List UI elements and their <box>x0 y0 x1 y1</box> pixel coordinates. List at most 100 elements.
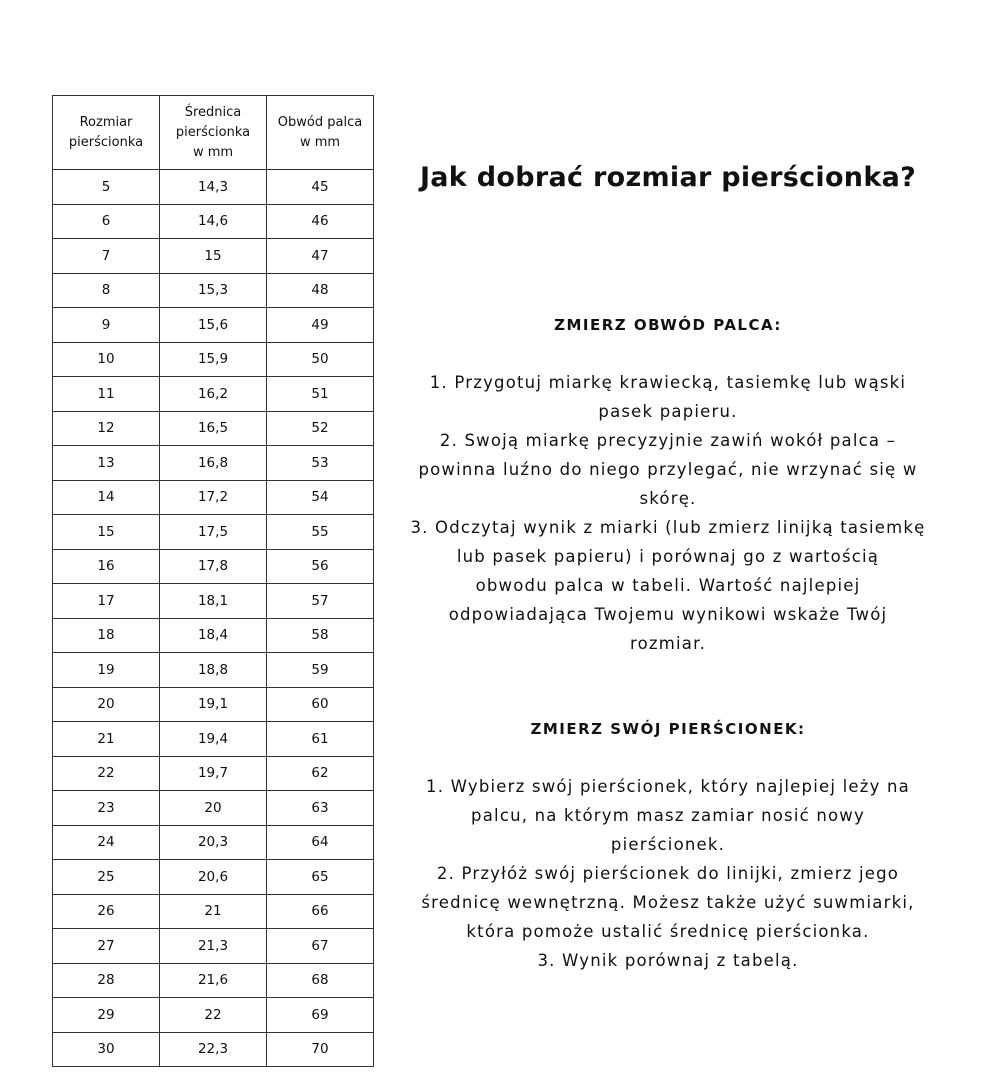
cell-size: 9 <box>52 307 160 343</box>
cell-circumference: 62 <box>266 755 374 791</box>
table-row: 19 18,8 59 <box>52 652 374 688</box>
header-diameter: Średnica pierścionka w mm <box>159 95 267 170</box>
cell-diameter: 19,1 <box>159 686 267 722</box>
table-row: 17 18,1 57 <box>52 583 374 619</box>
table-row: 22 19,7 62 <box>52 755 374 791</box>
cell-circumference: 53 <box>266 445 374 481</box>
cell-diameter: 20,6 <box>159 859 267 895</box>
table-row: 16 17,8 56 <box>52 548 374 584</box>
cell-diameter: 19,7 <box>159 755 267 791</box>
cell-circumference: 65 <box>266 859 374 895</box>
cell-size: 18 <box>52 617 160 653</box>
cell-size: 6 <box>52 203 160 239</box>
cell-size: 26 <box>52 893 160 929</box>
cell-size: 7 <box>52 238 160 274</box>
table-row: 28 21,6 68 <box>52 962 374 998</box>
cell-circumference: 68 <box>266 962 374 998</box>
cell-size: 5 <box>52 169 160 205</box>
cell-size: 29 <box>52 997 160 1033</box>
table-row: 23 20 63 <box>52 790 374 826</box>
cell-size: 17 <box>52 583 160 619</box>
cell-circumference: 59 <box>266 652 374 688</box>
cell-diameter: 22 <box>159 997 267 1033</box>
cell-size: 13 <box>52 445 160 481</box>
cell-size: 10 <box>52 341 160 377</box>
cell-size: 16 <box>52 548 160 584</box>
cell-size: 21 <box>52 721 160 757</box>
cell-size: 28 <box>52 962 160 998</box>
cell-circumference: 66 <box>266 893 374 929</box>
cell-circumference: 54 <box>266 479 374 515</box>
cell-size: 25 <box>52 859 160 895</box>
cell-size: 20 <box>52 686 160 722</box>
table-row: 21 19,4 61 <box>52 721 374 757</box>
table-row: 9 15,6 49 <box>52 307 374 343</box>
table-row: 20 19,1 60 <box>52 686 374 722</box>
cell-diameter: 19,4 <box>159 721 267 757</box>
cell-circumference: 64 <box>266 824 374 860</box>
cell-circumference: 50 <box>266 341 374 377</box>
cell-diameter: 16,2 <box>159 376 267 412</box>
cell-diameter: 15,9 <box>159 341 267 377</box>
cell-size: 8 <box>52 272 160 308</box>
page-title: Jak dobrać rozmiar pierścionka? <box>419 162 917 193</box>
cell-diameter: 16,8 <box>159 445 267 481</box>
table-row: 8 15,3 48 <box>52 272 374 308</box>
table-row: 11 16,2 51 <box>52 376 374 412</box>
section-heading: ZMIERZ OBWÓD PALCA: <box>554 316 782 334</box>
cell-diameter: 17,5 <box>159 514 267 550</box>
cell-circumference: 56 <box>266 548 374 584</box>
cell-diameter: 21 <box>159 893 267 929</box>
cell-diameter: 21,6 <box>159 962 267 998</box>
table-row: 5 14,3 45 <box>52 169 374 205</box>
cell-diameter: 14,3 <box>159 169 267 205</box>
cell-size: 19 <box>52 652 160 688</box>
table-row: 7 15 47 <box>52 238 374 274</box>
table-row: 25 20,6 65 <box>52 859 374 895</box>
cell-size: 12 <box>52 410 160 446</box>
table-row: 14 17,2 54 <box>52 479 374 515</box>
cell-circumference: 60 <box>266 686 374 722</box>
cell-circumference: 61 <box>266 721 374 757</box>
cell-size: 23 <box>52 790 160 826</box>
section-text: 1. Wybierz swój pierścionek, który najle… <box>421 777 915 970</box>
cell-circumference: 58 <box>266 617 374 653</box>
cell-size: 14 <box>52 479 160 515</box>
section-finger: ZMIERZ OBWÓD PALCA: 1. Przygotuj miarkę … <box>385 316 951 658</box>
table-row: 30 22,3 70 <box>52 1031 374 1067</box>
cell-circumference: 47 <box>266 238 374 274</box>
table-row: 24 20,3 64 <box>52 824 374 860</box>
table-row: 15 17,5 55 <box>52 514 374 550</box>
table-row: 10 15,9 50 <box>52 341 374 377</box>
cell-size: 11 <box>52 376 160 412</box>
table-header-row: Rozmiar pierścionka Średnica pierścionka… <box>52 95 374 170</box>
cell-diameter: 16,5 <box>159 410 267 446</box>
cell-circumference: 49 <box>266 307 374 343</box>
cell-diameter: 18,1 <box>159 583 267 619</box>
ring-size-table: Rozmiar pierścionka Średnica pierścionka… <box>52 95 374 1067</box>
cell-diameter: 20,3 <box>159 824 267 860</box>
section-ring: ZMIERZ SWÓJ PIERŚCIONEK: 1. Wybierz swój… <box>385 720 951 975</box>
cell-diameter: 17,2 <box>159 479 267 515</box>
cell-size: 22 <box>52 755 160 791</box>
table-row: 18 18,4 58 <box>52 617 374 653</box>
cell-diameter: 20 <box>159 790 267 826</box>
section-heading: ZMIERZ SWÓJ PIERŚCIONEK: <box>530 720 806 738</box>
cell-diameter: 17,8 <box>159 548 267 584</box>
cell-circumference: 69 <box>266 997 374 1033</box>
cell-size: 30 <box>52 1031 160 1067</box>
cell-circumference: 45 <box>266 169 374 205</box>
cell-circumference: 48 <box>266 272 374 308</box>
cell-size: 15 <box>52 514 160 550</box>
cell-circumference: 52 <box>266 410 374 446</box>
cell-size: 24 <box>52 824 160 860</box>
section-text: 1. Przygotuj miarkę krawiecką, tasiemkę … <box>410 373 926 653</box>
cell-diameter: 15,3 <box>159 272 267 308</box>
cell-circumference: 57 <box>266 583 374 619</box>
cell-diameter: 18,4 <box>159 617 267 653</box>
cell-circumference: 55 <box>266 514 374 550</box>
cell-circumference: 67 <box>266 928 374 964</box>
cell-size: 27 <box>52 928 160 964</box>
table-row: 29 22 69 <box>52 997 374 1033</box>
table-row: 6 14,6 46 <box>52 203 374 239</box>
